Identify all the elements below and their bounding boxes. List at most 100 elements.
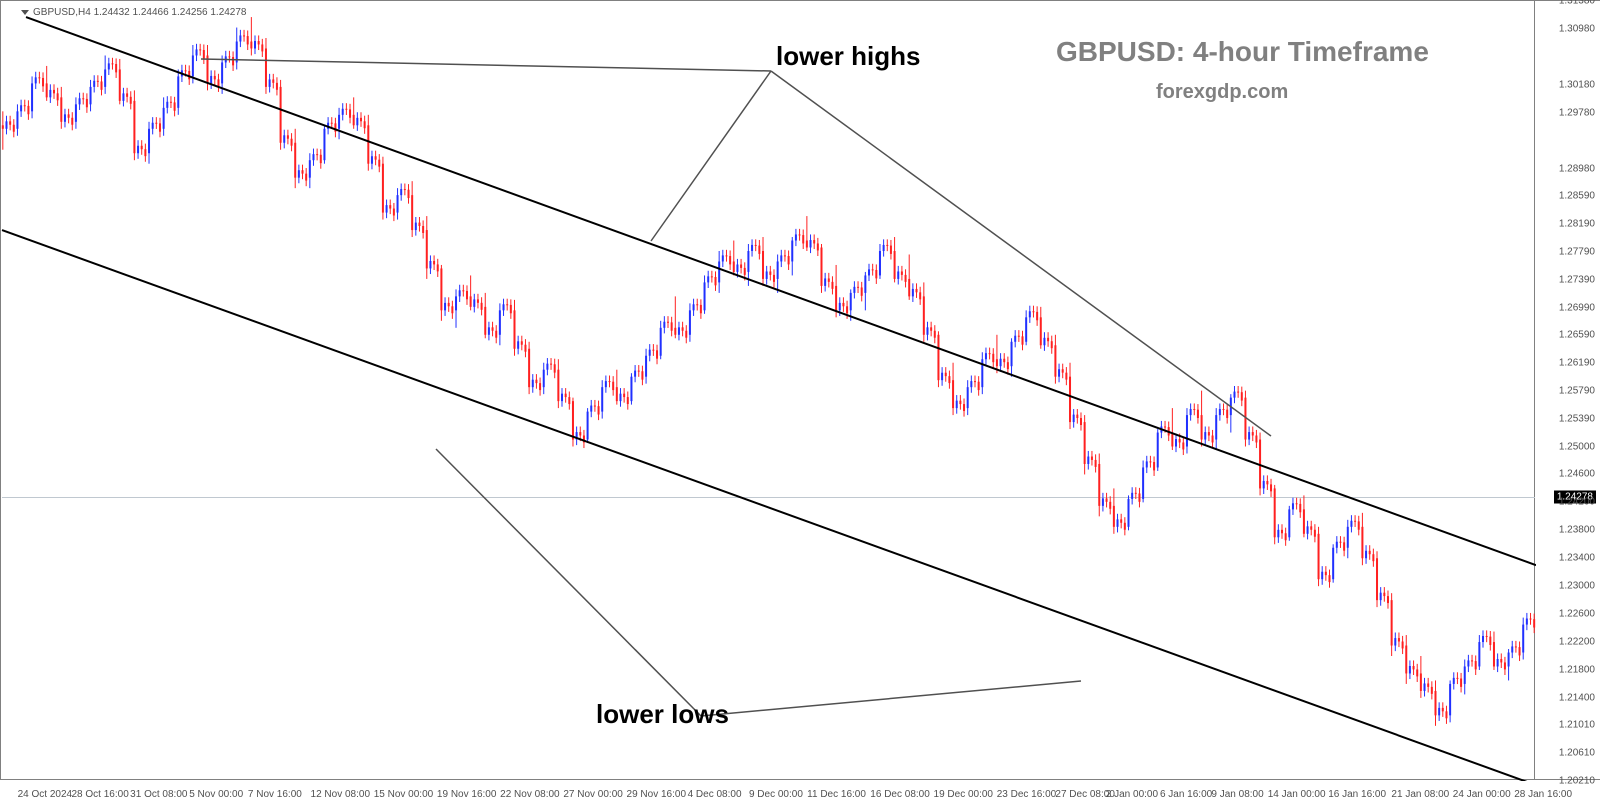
chart-title: GBPUSD: 4-hour Timeframe bbox=[1056, 36, 1429, 68]
candle-body bbox=[239, 35, 241, 41]
instrument-label: GBPUSD,H4 1.24432 1.24466 1.24256 1.2427… bbox=[33, 7, 247, 18]
candle-body bbox=[1504, 662, 1506, 669]
candle-body bbox=[71, 118, 73, 125]
candle-body bbox=[667, 322, 669, 323]
x-tick-label: 23 Dec 16:00 bbox=[997, 789, 1057, 800]
candle-body bbox=[945, 373, 947, 376]
instrument-header[interactable]: GBPUSD,H4 1.24432 1.24466 1.24256 1.2427… bbox=[21, 7, 247, 18]
candle-body bbox=[1526, 619, 1528, 625]
candle-body bbox=[1464, 666, 1466, 683]
candle-body bbox=[1416, 669, 1418, 676]
chart-plot-area[interactable]: GBPUSD,H4 1.24432 1.24466 1.24256 1.2427… bbox=[0, 0, 1535, 780]
candle-body bbox=[883, 245, 885, 251]
candle-body bbox=[1303, 509, 1305, 533]
candle-body bbox=[850, 293, 852, 310]
candle-body bbox=[122, 93, 124, 100]
candle-body bbox=[367, 125, 369, 163]
candle-body bbox=[448, 303, 450, 306]
candle-body bbox=[283, 135, 285, 142]
candle-body bbox=[1288, 509, 1290, 537]
candle-body bbox=[616, 387, 618, 401]
candle-body bbox=[247, 36, 249, 44]
candle-body bbox=[1124, 523, 1126, 530]
candle-body bbox=[1095, 460, 1097, 467]
candle-body bbox=[470, 296, 472, 306]
candle-body bbox=[1329, 575, 1331, 582]
candle-body bbox=[342, 109, 344, 115]
candle-body bbox=[901, 271, 903, 274]
candle-body bbox=[1153, 462, 1155, 470]
candle-body bbox=[912, 289, 914, 296]
x-tick-label: 29 Nov 16:00 bbox=[627, 789, 687, 800]
candle-body bbox=[1022, 336, 1024, 344]
y-tick-label: 1.31380 bbox=[1559, 0, 1595, 7]
y-tick-label: 1.26190 bbox=[1559, 358, 1595, 369]
candle-body bbox=[1223, 409, 1225, 410]
candle-body bbox=[79, 98, 81, 104]
candle-body bbox=[630, 377, 632, 401]
x-tick-label: 28 Jan 16:00 bbox=[1514, 789, 1572, 800]
candle-body bbox=[1493, 642, 1495, 666]
x-tick-label: 7 Nov 16:00 bbox=[248, 789, 302, 800]
candle-body bbox=[992, 354, 994, 362]
candle-body bbox=[583, 435, 585, 442]
candle-body bbox=[426, 230, 428, 268]
y-tick-label: 1.27390 bbox=[1559, 274, 1595, 285]
y-tick-label: 1.23000 bbox=[1559, 581, 1595, 592]
candle-body bbox=[400, 189, 402, 195]
candle-body bbox=[389, 205, 391, 208]
candle-body bbox=[1032, 311, 1034, 312]
candle-body bbox=[813, 240, 815, 243]
candle-body bbox=[919, 292, 921, 299]
candle-body bbox=[1135, 493, 1137, 494]
candle-body bbox=[693, 304, 695, 310]
candle-body bbox=[678, 327, 680, 334]
candle-body bbox=[1043, 338, 1045, 345]
candle-body bbox=[418, 223, 420, 226]
annotation-line bbox=[651, 71, 771, 241]
candle-body bbox=[1171, 433, 1173, 447]
candle-body bbox=[1522, 625, 1524, 653]
candle-body bbox=[513, 310, 515, 348]
candle-body bbox=[989, 353, 991, 354]
candle-body bbox=[360, 118, 362, 121]
x-tick-label: 16 Jan 16:00 bbox=[1328, 789, 1386, 800]
candle-body bbox=[733, 261, 735, 271]
candle-body bbox=[660, 328, 662, 356]
candle-body bbox=[1252, 432, 1254, 435]
candle-body bbox=[1069, 377, 1071, 422]
candle-body bbox=[345, 109, 347, 110]
candle-body bbox=[349, 109, 351, 117]
candle-body bbox=[323, 129, 325, 160]
candle-body bbox=[539, 383, 541, 390]
chevron-down-icon[interactable] bbox=[21, 10, 29, 15]
x-tick-label: 24 Jan 00:00 bbox=[1453, 789, 1511, 800]
candle-body bbox=[327, 123, 329, 129]
candle-body bbox=[353, 115, 355, 125]
candle-body bbox=[1478, 642, 1480, 666]
candle-body bbox=[506, 304, 508, 305]
candle-body bbox=[1175, 439, 1177, 446]
candle-body bbox=[1427, 683, 1429, 686]
current-price-line bbox=[2, 497, 1535, 498]
candle-body bbox=[1318, 534, 1320, 579]
candle-body bbox=[433, 261, 435, 264]
x-tick-label: 31 Oct 08:00 bbox=[130, 789, 187, 800]
candle-body bbox=[473, 299, 475, 306]
candle-body bbox=[1365, 551, 1367, 558]
candle-body bbox=[309, 160, 311, 177]
candle-body bbox=[1233, 392, 1235, 398]
candle-body bbox=[645, 356, 647, 377]
candle-body bbox=[316, 154, 318, 155]
candle-body bbox=[272, 79, 274, 82]
y-tick-label: 1.24600 bbox=[1559, 469, 1595, 480]
x-tick-label: 9 Dec 00:00 bbox=[749, 789, 803, 800]
candle-body bbox=[1325, 572, 1327, 575]
candle-body bbox=[312, 154, 314, 160]
candle-body bbox=[521, 341, 523, 344]
candle-body bbox=[115, 64, 117, 72]
candle-body bbox=[740, 264, 742, 267]
candle-body bbox=[1208, 432, 1210, 435]
candle-body bbox=[572, 401, 574, 439]
candle-body bbox=[1259, 440, 1261, 489]
